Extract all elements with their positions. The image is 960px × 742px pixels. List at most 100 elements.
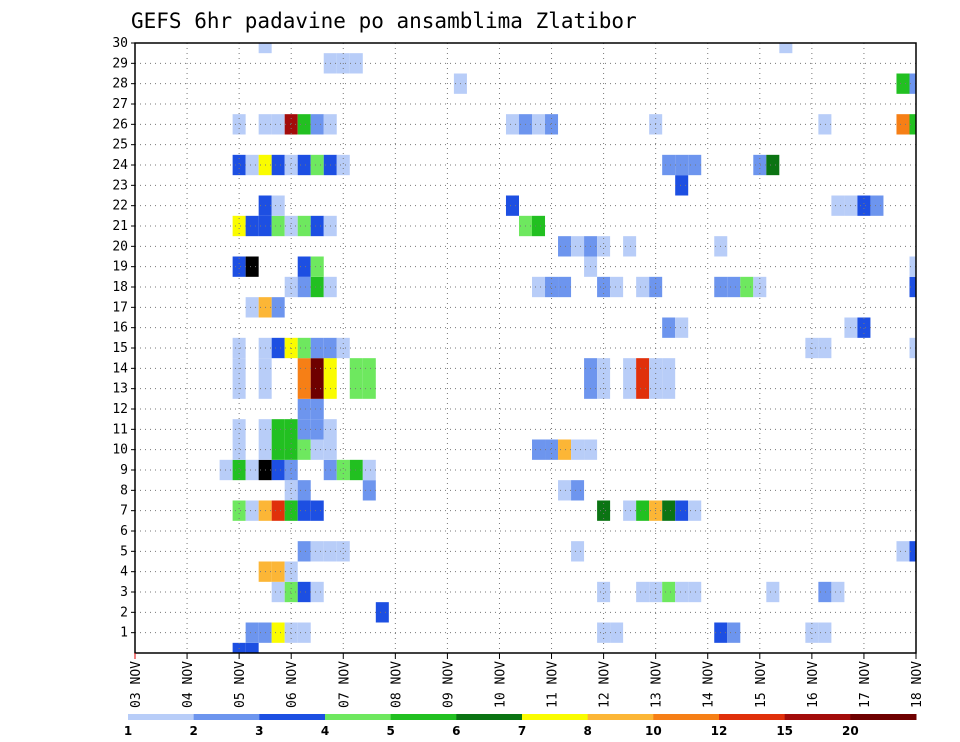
y-tick-label: 16 xyxy=(112,321,128,336)
heatmap-cell xyxy=(362,358,376,379)
heatmap-cell xyxy=(753,276,767,298)
x-tick-label: 15 NOV xyxy=(754,661,769,708)
heatmap-cell xyxy=(310,541,324,562)
heatmap-cell xyxy=(597,236,611,257)
heatmap-cell xyxy=(297,256,311,277)
heatmap-cell xyxy=(805,622,819,643)
x-tick-label: 14 NOV xyxy=(702,661,717,708)
heatmap-cell xyxy=(245,297,259,318)
heatmap-cell xyxy=(909,256,916,277)
x-tick-label: 07 NOV xyxy=(337,661,352,708)
heatmap-cell xyxy=(675,581,689,603)
y-tick-label: 6 xyxy=(120,524,128,539)
heatmap-cell xyxy=(297,358,311,379)
y-tick-label: 4 xyxy=(120,565,128,580)
heatmap-cell xyxy=(597,276,611,298)
heatmap-cell xyxy=(558,236,572,257)
heatmap-cell xyxy=(271,419,285,440)
heatmap-cell xyxy=(662,358,676,379)
heatmap-cell xyxy=(375,602,389,623)
heatmap-cell xyxy=(740,276,754,298)
heatmap-cell xyxy=(310,215,324,237)
y-tick-label: 24 xyxy=(112,158,128,173)
heatmap-cell xyxy=(284,581,298,603)
colorbar-swatch xyxy=(653,714,720,720)
heatmap-cell xyxy=(909,337,916,359)
y-tick-label: 19 xyxy=(112,260,128,275)
heatmap-cell xyxy=(297,398,311,420)
y-tick-label: 15 xyxy=(112,341,128,356)
x-tick-label: 12 NOV xyxy=(598,661,613,708)
y-tick-label: 20 xyxy=(112,239,128,254)
colorbar-swatch xyxy=(456,714,523,720)
heatmap-cell xyxy=(336,154,350,176)
colorbar-label: 20 xyxy=(842,724,859,738)
y-tick-label: 10 xyxy=(112,443,128,458)
heatmap-cell xyxy=(636,581,650,603)
heatmap-cell xyxy=(766,154,780,176)
x-tick-label: 13 NOV xyxy=(650,661,665,708)
heatmap-cell xyxy=(310,500,324,521)
x-tick-label: 09 NOV xyxy=(441,661,456,708)
colorbar-label: 7 xyxy=(518,724,526,738)
y-tick-label: 18 xyxy=(112,280,128,295)
heatmap-cell xyxy=(558,276,572,298)
heatmap-cell xyxy=(297,114,311,135)
colorbar-swatch xyxy=(850,714,917,720)
x-tick-label: 17 NOV xyxy=(858,661,873,708)
heatmap-cell xyxy=(271,622,285,643)
heatmap-cell xyxy=(245,642,259,653)
heatmap-cell xyxy=(505,114,519,135)
heatmap-cell xyxy=(245,459,259,481)
heatmap-cell xyxy=(245,256,259,277)
heatmap-cell xyxy=(258,43,272,54)
heatmap-cell xyxy=(232,500,246,521)
y-tick-label: 2 xyxy=(120,605,128,620)
heatmap-cell xyxy=(818,114,832,135)
y-tick-label: 17 xyxy=(112,300,128,315)
heatmap-cell xyxy=(558,439,572,460)
heatmap-cell xyxy=(310,256,324,277)
x-tick-label: 11 NOV xyxy=(546,661,561,708)
colorbar-swatch xyxy=(259,714,326,720)
heatmap-cell xyxy=(532,276,546,298)
colorbar-label: 15 xyxy=(776,724,793,738)
heatmap-cell xyxy=(297,541,311,562)
heatmap-cell xyxy=(362,480,376,501)
heatmap-cell xyxy=(558,480,572,501)
heatmap-cell xyxy=(297,215,311,237)
heatmap-cell xyxy=(636,276,650,298)
heatmap-cell xyxy=(271,459,285,481)
y-axis: 1234567891011121314151617181920212223242… xyxy=(112,36,135,641)
heatmap-cell xyxy=(297,581,311,603)
heatmap-cell xyxy=(571,541,585,562)
heatmap-cell xyxy=(597,581,611,603)
y-tick-label: 28 xyxy=(112,77,128,92)
heatmap-cell xyxy=(219,459,233,481)
heatmap-cell xyxy=(597,622,611,643)
heatmap-cell xyxy=(232,419,246,440)
heatmap-cell xyxy=(532,114,546,135)
colorbar-swatch xyxy=(325,714,392,720)
y-tick-label: 12 xyxy=(112,402,128,417)
heatmap-cell xyxy=(818,581,832,603)
heatmap-cell xyxy=(727,622,741,643)
heatmap-cell xyxy=(675,500,689,521)
colorbar-label: 10 xyxy=(645,724,662,738)
heatmap-cell xyxy=(545,276,559,298)
y-tick-label: 25 xyxy=(112,138,128,153)
heatmap-cell xyxy=(271,337,285,359)
heatmap-cell xyxy=(349,53,363,74)
heatmap-cell xyxy=(610,276,624,298)
y-tick-label: 5 xyxy=(120,544,128,559)
heatmap-cell xyxy=(623,236,637,257)
x-tick-label: 08 NOV xyxy=(389,661,404,708)
heatmap-cell xyxy=(818,337,832,359)
colorbar-swatch xyxy=(193,714,260,720)
colorbar-label: 2 xyxy=(189,724,197,738)
heatmap-cell xyxy=(310,154,324,176)
heatmap-cell xyxy=(336,541,350,562)
heatmap-cell xyxy=(310,378,324,399)
heatmap-cell xyxy=(284,459,298,481)
y-tick-label: 22 xyxy=(112,199,128,214)
